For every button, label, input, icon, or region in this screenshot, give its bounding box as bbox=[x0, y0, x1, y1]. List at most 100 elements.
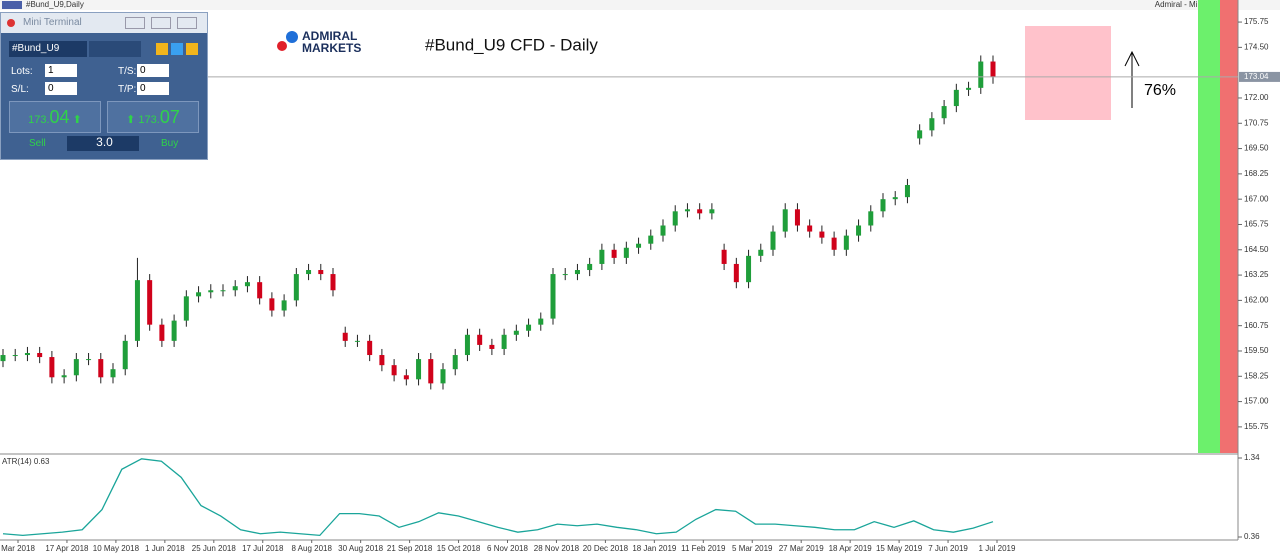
candle-body bbox=[281, 300, 287, 311]
candle-body bbox=[257, 282, 263, 299]
candle-body bbox=[391, 365, 397, 376]
candle-body bbox=[86, 359, 92, 361]
candle-body bbox=[220, 290, 226, 292]
x-tick-label: 6 Nov 2018 bbox=[487, 544, 528, 553]
candle-body bbox=[196, 292, 202, 297]
x-tick-label: 18 Jan 2019 bbox=[632, 544, 677, 553]
candle-body bbox=[428, 359, 434, 384]
candle-body bbox=[232, 286, 238, 291]
y-tick-label: 158.25 bbox=[1244, 371, 1269, 380]
candle-body bbox=[709, 209, 715, 214]
candle-body bbox=[147, 280, 153, 325]
candle-body bbox=[733, 263, 739, 283]
candle-body bbox=[440, 369, 446, 384]
arrow-head bbox=[1124, 50, 1140, 67]
buy-price-prefix: 173. bbox=[138, 114, 160, 126]
candle-body bbox=[208, 290, 214, 293]
sl-input[interactable]: 0 bbox=[45, 82, 77, 95]
tool-button[interactable] bbox=[156, 43, 168, 55]
lots-input[interactable]: 1 bbox=[45, 64, 77, 77]
y-tick-label: 157.00 bbox=[1244, 397, 1269, 406]
candle-body bbox=[354, 340, 360, 342]
buy-price[interactable]: ⬆ 173.07 bbox=[107, 101, 199, 133]
x-tick-label: 18 Apr 2019 bbox=[829, 544, 873, 553]
red-band bbox=[1220, 0, 1238, 453]
y-tick-label: 167.00 bbox=[1244, 194, 1269, 203]
candle-body bbox=[770, 231, 776, 250]
y-tick-label: 170.75 bbox=[1244, 118, 1269, 127]
logo-dot-blue bbox=[286, 31, 298, 43]
y-tick-label: 162.00 bbox=[1244, 295, 1269, 304]
ts-input[interactable]: 0 bbox=[137, 64, 169, 77]
y-tick-label: 168.25 bbox=[1244, 169, 1269, 178]
candle-body bbox=[587, 263, 593, 271]
candle-body bbox=[24, 353, 30, 356]
x-tick-label: 7 Jun 2019 bbox=[928, 544, 968, 553]
x-tick-label: 28 Nov 2018 bbox=[534, 544, 580, 553]
candle-body bbox=[660, 225, 666, 236]
y-tick-label: 164.50 bbox=[1244, 245, 1269, 254]
candle-body bbox=[183, 296, 189, 321]
lots-label: Lots: bbox=[11, 66, 33, 77]
candle-body bbox=[244, 282, 250, 287]
restore-button[interactable] bbox=[151, 17, 171, 29]
candle-body bbox=[794, 209, 800, 226]
y-tick-label: 0.36 bbox=[1244, 532, 1260, 541]
candle-body bbox=[746, 255, 752, 283]
y-tick-label: 175.75 bbox=[1244, 17, 1269, 26]
candle-body bbox=[978, 61, 984, 88]
current-price-box bbox=[1239, 71, 1280, 82]
tool-button[interactable] bbox=[186, 43, 198, 55]
y-tick-label: 160.75 bbox=[1244, 321, 1269, 330]
candle-body bbox=[868, 211, 874, 226]
x-tick-label: 21 Sep 2018 bbox=[387, 544, 433, 553]
window-icon bbox=[2, 1, 22, 9]
sell-price-big: 04 bbox=[49, 107, 70, 127]
tp-input[interactable]: 0 bbox=[137, 82, 169, 95]
minimize-button[interactable] bbox=[125, 17, 145, 29]
y-tick-label: 159.50 bbox=[1244, 346, 1269, 355]
symbol-select[interactable]: #Bund_U9 bbox=[9, 41, 87, 57]
close-button[interactable] bbox=[177, 17, 197, 29]
sell-button[interactable]: Sell bbox=[29, 138, 46, 149]
x-tick-label: 15 Oct 2018 bbox=[437, 544, 481, 553]
x-tick-label: 15 May 2019 bbox=[876, 544, 923, 553]
x-tick-label: 17 Jul 2018 bbox=[242, 544, 284, 553]
buy-button[interactable]: Buy bbox=[161, 138, 179, 149]
candle-body bbox=[684, 209, 690, 212]
indicator-title: ATR(14) 0.63 bbox=[2, 457, 50, 466]
candle-body bbox=[831, 237, 837, 250]
target-box bbox=[1025, 26, 1111, 120]
candle-body bbox=[73, 359, 79, 376]
tp-label: T/P: bbox=[118, 84, 137, 95]
candle-body bbox=[501, 334, 507, 349]
candle-body bbox=[98, 359, 104, 378]
candle-body bbox=[721, 249, 727, 264]
candle-body bbox=[464, 334, 470, 356]
x-tick-label: 5 Mar 2019 bbox=[732, 544, 773, 553]
candle-body bbox=[953, 89, 959, 107]
x-tick-label: 1 Jun 2018 bbox=[145, 544, 185, 553]
candle-body bbox=[61, 375, 67, 378]
candle-body bbox=[452, 355, 458, 370]
sell-price[interactable]: 173.04 ⬆ bbox=[9, 101, 101, 133]
x-tick-label: 27 Mar 2019 bbox=[779, 544, 824, 553]
candle-body bbox=[0, 355, 6, 362]
candle-body bbox=[318, 270, 324, 275]
x-tick-label: 30 Aug 2018 bbox=[338, 544, 383, 553]
y-tick-label: 165.75 bbox=[1244, 220, 1269, 229]
tool-button[interactable] bbox=[171, 43, 183, 55]
volume-input[interactable]: 3.0 bbox=[67, 136, 139, 151]
candle-body bbox=[367, 340, 373, 356]
icon bbox=[7, 19, 15, 27]
window-top-right: Admiral - Mini Terminal bbox=[1155, 0, 1236, 9]
ts-label: T/S: bbox=[118, 66, 137, 77]
candle-body bbox=[819, 231, 825, 238]
mini-terminal-titlebar: Mini Terminal bbox=[1, 13, 207, 33]
candle-body bbox=[526, 324, 532, 331]
y-tick-label: 172.00 bbox=[1244, 93, 1269, 102]
candle-body bbox=[403, 375, 409, 380]
current-price-label: 173.04 bbox=[1244, 72, 1269, 81]
